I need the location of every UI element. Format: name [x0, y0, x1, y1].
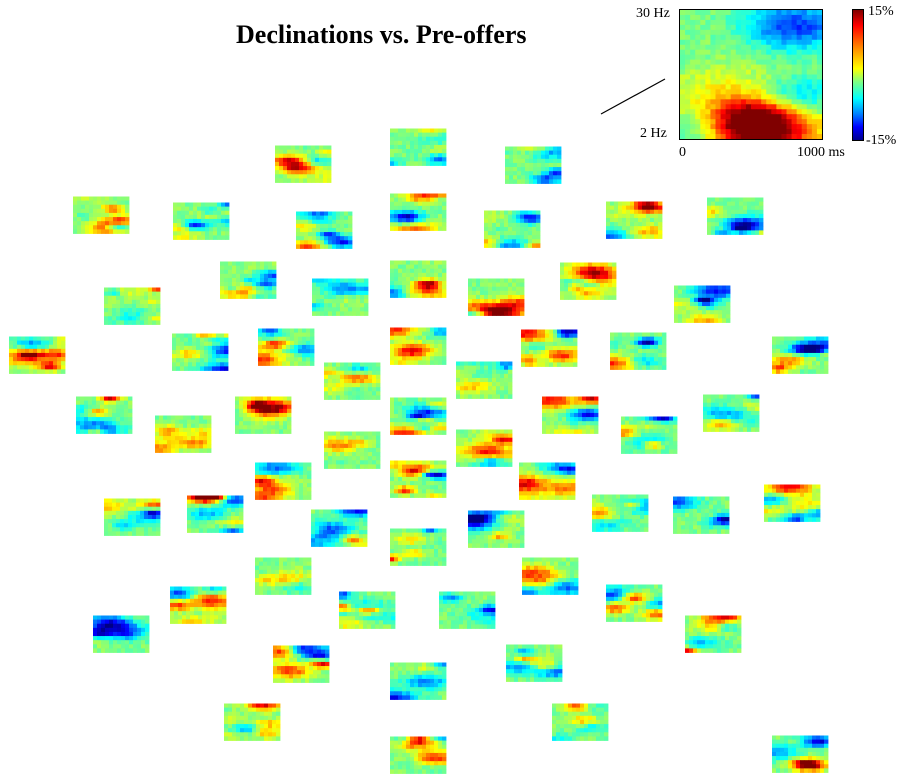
channel-spectrogram-10: [220, 261, 277, 299]
channel-spectrogram-55: [506, 644, 563, 682]
channel-spectrogram-21: [521, 329, 578, 367]
channel-spectrogram-8: [606, 201, 663, 239]
channel-spectrogram-9: [707, 197, 764, 235]
channel-spectrogram-7: [484, 210, 541, 248]
inset-y-label-top: 30 Hz: [636, 6, 670, 21]
channel-spectrogram-43: [673, 496, 730, 534]
channel-spectrogram-16: [674, 285, 731, 323]
channel-spectrogram-32: [703, 394, 760, 432]
inset-spectrogram: [679, 9, 823, 140]
channel-spectrogram-12: [560, 262, 617, 300]
channel-spectrogram-31: [621, 416, 678, 454]
channel-spectrogram-0: [390, 128, 447, 166]
inset-x-label-left: 0: [679, 145, 686, 160]
channel-spectrogram-5: [296, 211, 353, 249]
channel-spectrogram-23: [772, 336, 829, 374]
channel-spectrogram-46: [255, 557, 312, 595]
channel-spectrogram-inset: [680, 10, 822, 139]
colorbar: [852, 9, 864, 141]
channel-spectrogram-38: [104, 498, 161, 536]
colorbar-max-label: 15%: [868, 4, 894, 19]
inset-y-label-bottom: 2 Hz: [640, 126, 667, 141]
channel-spectrogram-2: [505, 146, 562, 184]
channel-spectrogram-50: [439, 591, 496, 629]
channel-spectrogram-34: [456, 429, 513, 467]
channel-spectrogram-42: [592, 494, 649, 532]
channel-spectrogram-14: [312, 278, 369, 316]
channel-spectrogram-24: [324, 362, 381, 400]
channel-spectrogram-45: [390, 528, 447, 566]
channel-spectrogram-22: [610, 332, 667, 370]
chart-title: Declinations vs. Pre-offers: [236, 20, 527, 49]
channel-spectrogram-29: [390, 397, 447, 435]
channel-spectrogram-1: [275, 145, 332, 183]
channel-spectrogram-52: [93, 615, 150, 653]
channel-spectrogram-58: [552, 703, 609, 741]
channel-spectrogram-37: [519, 462, 576, 500]
channel-spectrogram-18: [172, 333, 229, 371]
channel-spectrogram-28: [235, 396, 292, 434]
channel-spectrogram-4: [173, 202, 230, 240]
channel-spectrogram-54: [273, 645, 330, 683]
channel-spectrogram-60: [772, 735, 829, 773]
channel-spectrogram-33: [324, 431, 381, 469]
channel-spectrogram-51: [606, 584, 663, 622]
channel-spectrogram-36: [390, 460, 447, 498]
channel-spectrogram-57: [224, 703, 281, 741]
channel-spectrogram-17: [9, 336, 66, 374]
channel-spectrogram-15: [468, 278, 525, 316]
channel-spectrogram-41: [468, 510, 525, 548]
channel-spectrogram-35: [255, 462, 312, 500]
channel-spectrogram-25: [456, 361, 513, 399]
inset-x-label-right: 1000 ms: [797, 145, 845, 160]
channel-spectrogram-13: [104, 287, 161, 325]
channel-spectrogram-30: [542, 396, 599, 434]
channel-spectrogram-3: [73, 196, 130, 234]
channel-spectrogram-53: [685, 615, 742, 653]
channel-spectrogram-56: [390, 662, 447, 700]
channel-spectrogram-6: [390, 193, 447, 231]
channel-spectrogram-20: [390, 327, 447, 365]
channel-spectrogram-19: [258, 328, 315, 366]
channel-spectrogram-39: [187, 495, 244, 533]
channel-spectrogram-44: [764, 484, 821, 522]
channel-spectrogram-40: [311, 509, 368, 547]
channel-spectrogram-27: [155, 415, 212, 453]
channel-spectrogram-26: [76, 396, 133, 434]
channel-spectrogram-47: [522, 557, 579, 595]
channel-spectrogram-11: [390, 260, 447, 298]
channel-spectrogram-48: [170, 586, 227, 624]
channel-spectrogram-49: [339, 591, 396, 629]
channel-spectrogram-59: [390, 736, 447, 774]
colorbar-min-label: -15%: [866, 133, 897, 148]
